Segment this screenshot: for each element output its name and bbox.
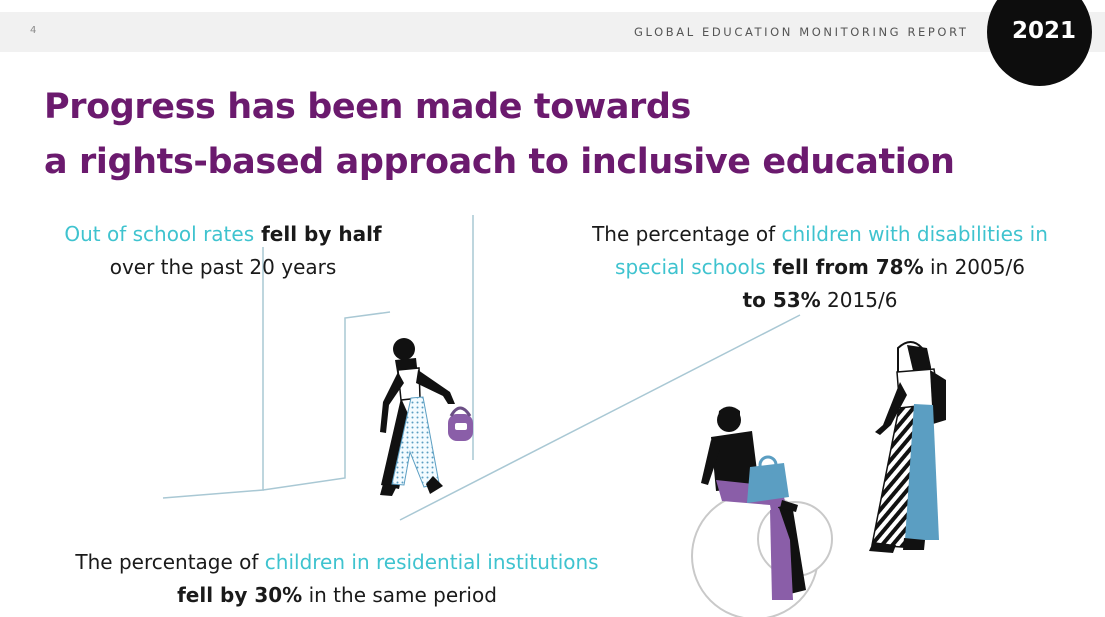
year-label: 2021: [1012, 18, 1077, 44]
stat-special-schools-bold-2: to 53%: [742, 288, 821, 312]
stat-special-schools-mid: in 2005/6: [923, 255, 1025, 279]
report-name: GLOBAL EDUCATION MONITORING REPORT: [634, 25, 969, 39]
stat-residential-prefix: The percentage of: [75, 550, 265, 574]
stat-out-of-school-highlight: Out of school rates: [64, 222, 255, 246]
page-title: Progress has been made towards a rights-…: [44, 80, 955, 190]
stat-residential-line-2: fell by 30% in the same period: [22, 579, 652, 612]
stat-special-schools-prefix: The percentage of: [592, 222, 782, 246]
stat-special-schools-line-1: The percentage of children with disabili…: [540, 218, 1100, 251]
corridor-lines: [162, 215, 801, 521]
stat-out-of-school-line-2: over the past 20 years: [109, 255, 337, 279]
stat-residential-bold: fell by 30%: [177, 583, 303, 607]
page-number: 4: [30, 25, 37, 36]
stat-out-of-school-line-1: Out of school rates fell by half: [38, 218, 408, 251]
walking-woman-figure: [380, 338, 473, 496]
stat-residential-highlight: children in residential institutions: [264, 550, 599, 574]
stat-residential: The percentage of children in residentia…: [22, 546, 652, 612]
header-bar: [0, 12, 1105, 52]
stat-out-of-school: Out of school rates fell by half over th…: [38, 218, 408, 284]
stat-special-schools-bold-1: fell from 78%: [765, 255, 924, 279]
wheelchair-figure: [691, 406, 833, 617]
stat-special-schools: The percentage of children with disabili…: [540, 218, 1100, 317]
stat-out-of-school-bold: fell by half: [254, 222, 382, 246]
title-line-2: a rights-based approach to inclusive edu…: [44, 142, 955, 182]
standing-woman-figure: [869, 341, 946, 553]
title-line-1: Progress has been made towards: [44, 87, 691, 127]
stat-special-schools-highlight-1: children with disabilities in: [781, 222, 1048, 246]
stat-special-schools-highlight-2: special schools: [615, 255, 766, 279]
stat-special-schools-end: 2015/6: [820, 288, 898, 312]
stat-special-schools-line-2: special schools fell from 78% in 2005/6: [540, 251, 1100, 284]
stat-residential-line-1: The percentage of children in residentia…: [22, 546, 652, 579]
year-badge: [987, 0, 1092, 86]
stat-special-schools-line-3: to 53% 2015/6: [540, 284, 1100, 317]
stat-residential-end: in the same period: [302, 583, 497, 607]
